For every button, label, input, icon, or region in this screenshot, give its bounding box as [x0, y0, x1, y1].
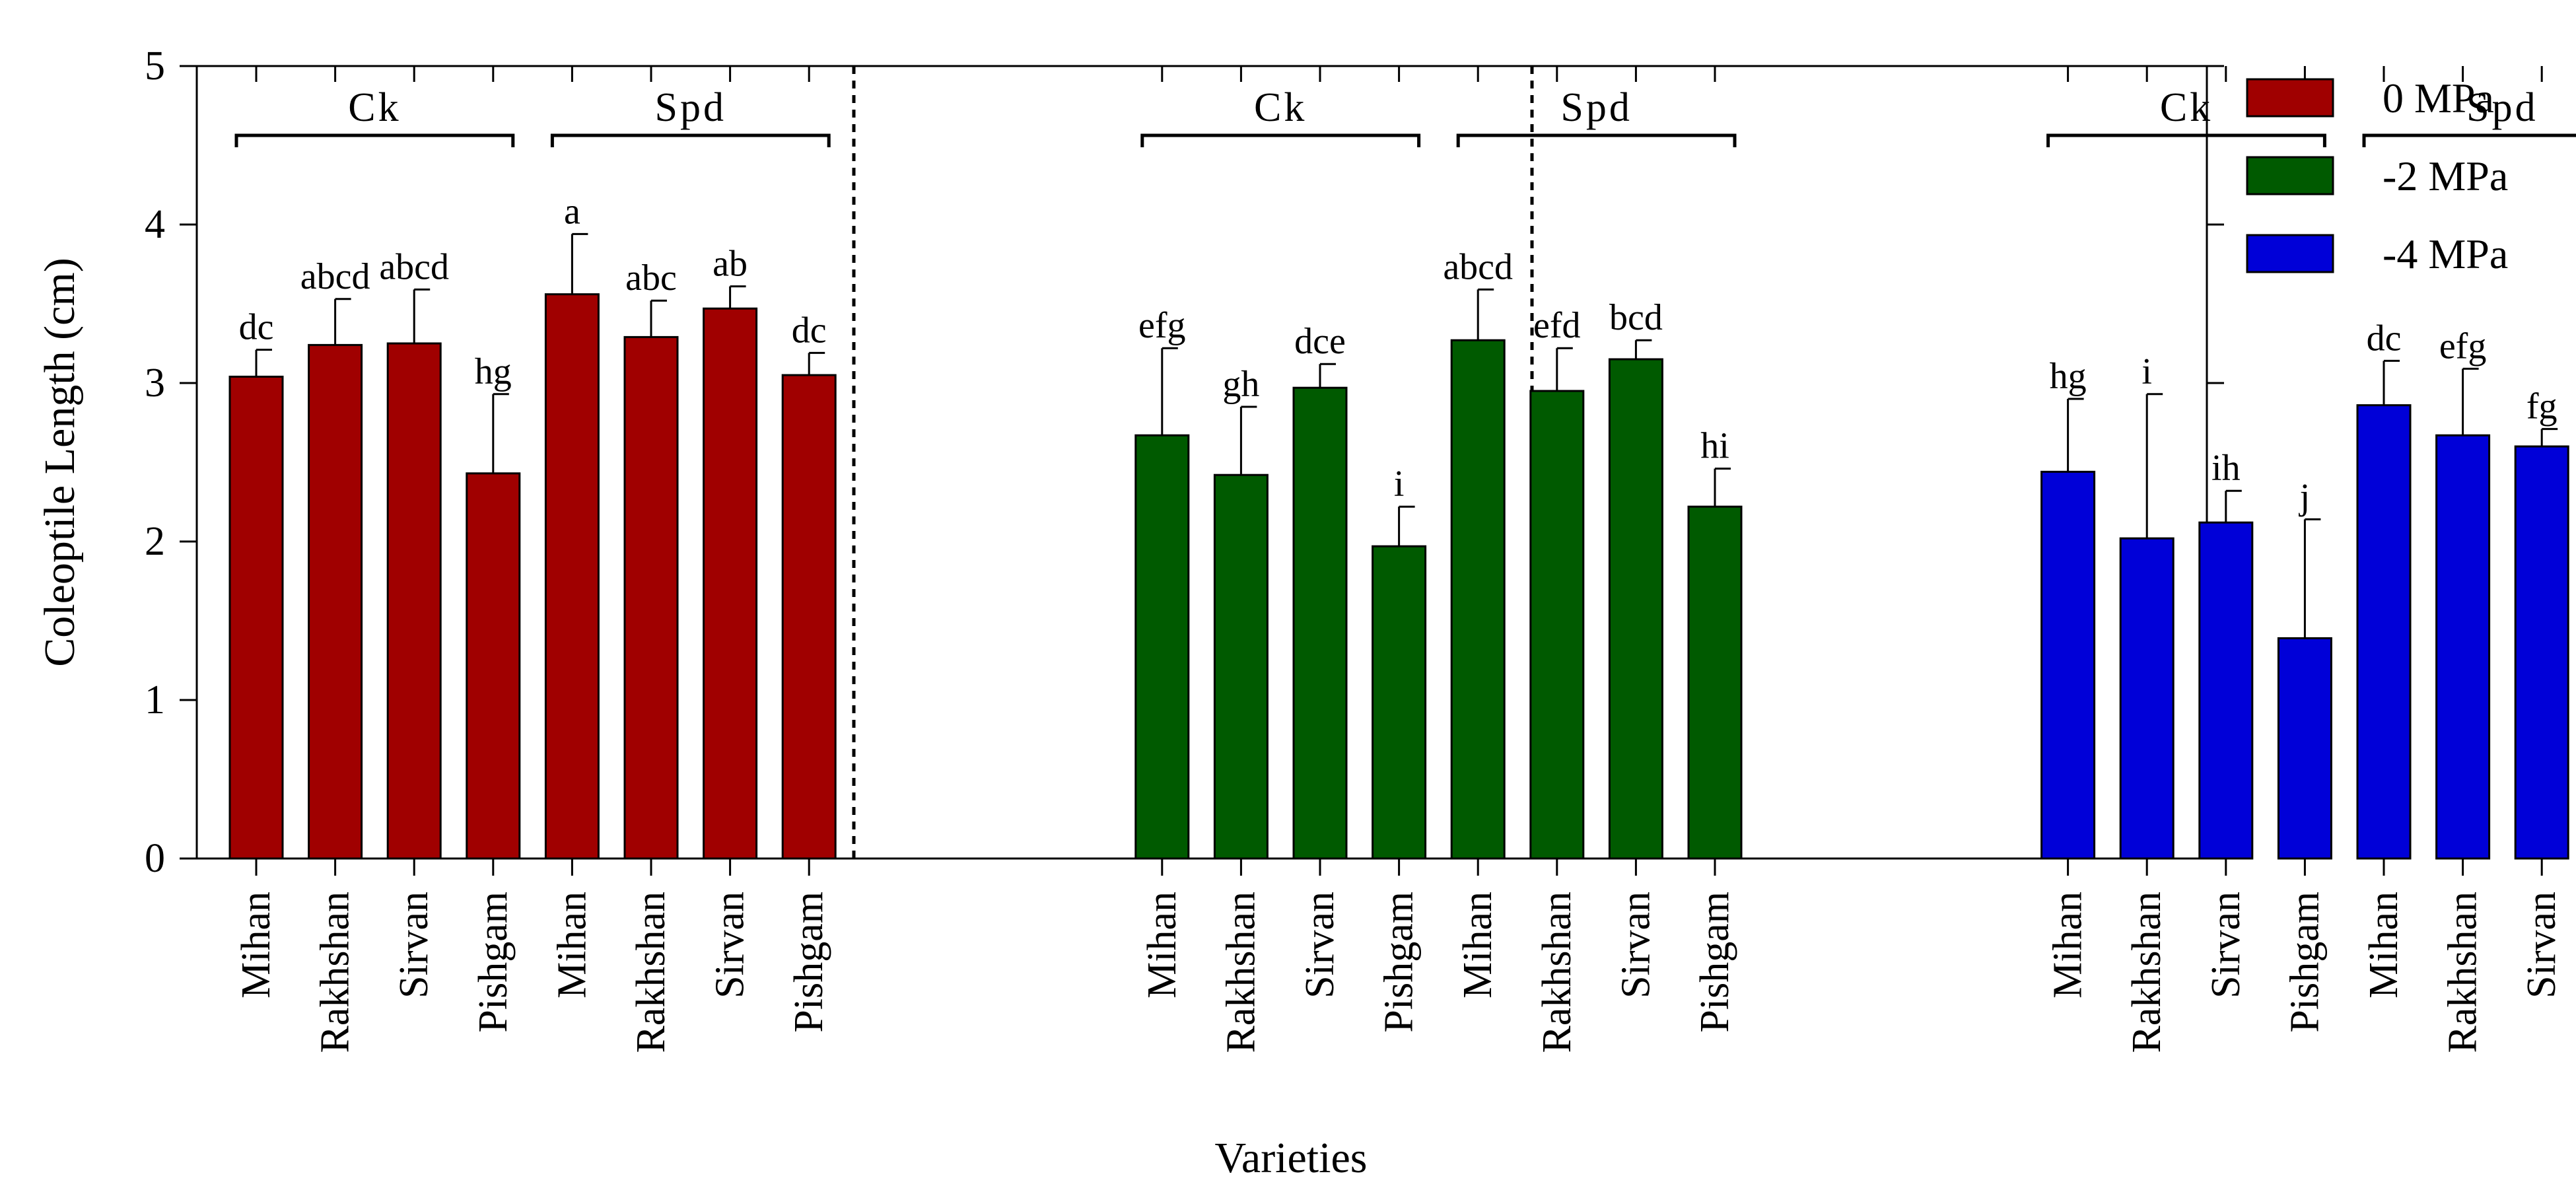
group-label: Spd: [2466, 85, 2538, 130]
legend-label: -2 MPa: [2383, 153, 2508, 199]
bar: [228, 375, 284, 860]
group-bracket: [2046, 133, 2326, 147]
bar: [703, 307, 758, 860]
x-tick-label: Rakhshan: [2124, 892, 2169, 1053]
bar: [1529, 390, 1585, 860]
significance-letter: abc: [625, 258, 677, 298]
bar: [2119, 537, 2175, 860]
legend-swatch: [2246, 156, 2334, 195]
y-tick-label: 3: [145, 361, 165, 405]
bar: [2198, 521, 2254, 860]
group-bracket: [234, 133, 515, 147]
x-tick-label: Sirvan: [392, 892, 436, 999]
significance-letter: hg: [475, 351, 512, 392]
bar: [1450, 339, 1506, 860]
bar: [2435, 434, 2491, 860]
legend-label: 0 MPa: [2383, 75, 2494, 122]
x-tick-label: Mihan: [2046, 892, 2091, 999]
significance-letter: dc: [239, 307, 274, 348]
bar: [544, 293, 600, 860]
bar: [1292, 386, 1348, 860]
y-axis-title: Coleoptile Length (cm): [36, 258, 84, 667]
significance-letter: efd: [1533, 305, 1581, 346]
legend-label: -4 MPa: [2383, 230, 2508, 277]
x-tick-label: Sirvan: [2519, 892, 2564, 999]
significance-letter: gh: [1222, 364, 1259, 405]
x-tick-label: Sirvan: [1298, 892, 1342, 999]
x-tick-label: Pishgam: [1377, 892, 1422, 1033]
x-tick-label: Rakhshan: [2441, 892, 2486, 1053]
bar: [308, 343, 363, 860]
group-bracket: [550, 133, 831, 147]
bar: [2040, 470, 2096, 860]
significance-letter: i: [1394, 464, 1405, 505]
significance-letter: bcd: [1609, 297, 1663, 338]
group-bracket: [1140, 133, 1421, 147]
group-bracket: [1456, 133, 1737, 147]
significance-letter: abcd: [379, 246, 449, 287]
y-tick-label: 5: [145, 44, 165, 88]
group-label: Ck: [1254, 85, 1307, 130]
significance-letter: hg: [2050, 356, 2087, 397]
group-label: Spd: [1560, 85, 1632, 130]
significance-letter: i: [2141, 351, 2152, 392]
significance-letter: efg: [1138, 305, 1186, 346]
significance-letter: abcd: [300, 256, 370, 297]
y-tick-label: 2: [145, 519, 165, 564]
x-tick-label: Sirvan: [2204, 892, 2248, 999]
significance-letter: a: [564, 191, 580, 232]
x-tick-label: Rakhshan: [629, 892, 674, 1053]
group-label: Ck: [348, 85, 401, 130]
bar: [1213, 473, 1269, 860]
bar: [386, 342, 442, 860]
x-tick-label: Pishgam: [1692, 892, 1737, 1033]
group-label: Spd: [655, 85, 726, 130]
x-tick-label: Rakhshan: [1218, 892, 1263, 1053]
significance-letter: dce: [1294, 321, 1346, 362]
legend-swatch: [2246, 78, 2334, 118]
significance-letter: j: [2299, 476, 2311, 517]
bar: [1608, 358, 1663, 860]
x-tick-label: Mihan: [549, 892, 594, 999]
bar: [2277, 637, 2332, 860]
bar: [466, 472, 521, 860]
bar: [781, 374, 837, 860]
x-tick-label: Mihan: [234, 892, 279, 999]
x-tick-label: Sirvan: [1613, 892, 1658, 999]
y-tick-label: 1: [145, 678, 165, 722]
x-tick-label: Mihan: [1140, 892, 1185, 999]
plot-frame: [195, 65, 2208, 860]
x-tick-label: Sirvan: [708, 892, 753, 999]
significance-letter: fg: [2526, 386, 2558, 427]
significance-letter: dc: [792, 310, 827, 351]
bar: [623, 335, 679, 860]
x-tick-label: Mihan: [1455, 892, 1500, 999]
x-tick-label: Mihan: [2361, 892, 2406, 999]
bar: [1687, 505, 1743, 860]
x-tick-label: Pishgam: [2282, 892, 2327, 1033]
group-label: Ck: [2160, 85, 2213, 130]
x-tick-label: Rakhshan: [313, 892, 358, 1053]
x-tick-label: Pishgam: [786, 892, 831, 1033]
x-tick-label: Pishgam: [471, 892, 516, 1033]
bar: [2514, 445, 2569, 860]
significance-letter: efg: [2439, 326, 2487, 367]
legend-swatch: [2246, 234, 2334, 273]
x-axis-title: Varieties: [1215, 1134, 1368, 1182]
significance-letter: dc: [2367, 318, 2402, 359]
bar: [1134, 434, 1190, 860]
y-tick-label: 0: [145, 836, 165, 881]
x-tick-label: Rakhshan: [1535, 892, 1580, 1053]
significance-letter: ab: [713, 244, 748, 285]
y-tick-label: 4: [145, 202, 165, 247]
bar: [1372, 545, 1427, 860]
significance-letter: abcd: [1443, 246, 1513, 287]
group-bracket: [2362, 133, 2576, 147]
significance-letter: ih: [2211, 448, 2241, 489]
significance-letter: hi: [1700, 426, 1729, 467]
bar: [2356, 404, 2412, 860]
